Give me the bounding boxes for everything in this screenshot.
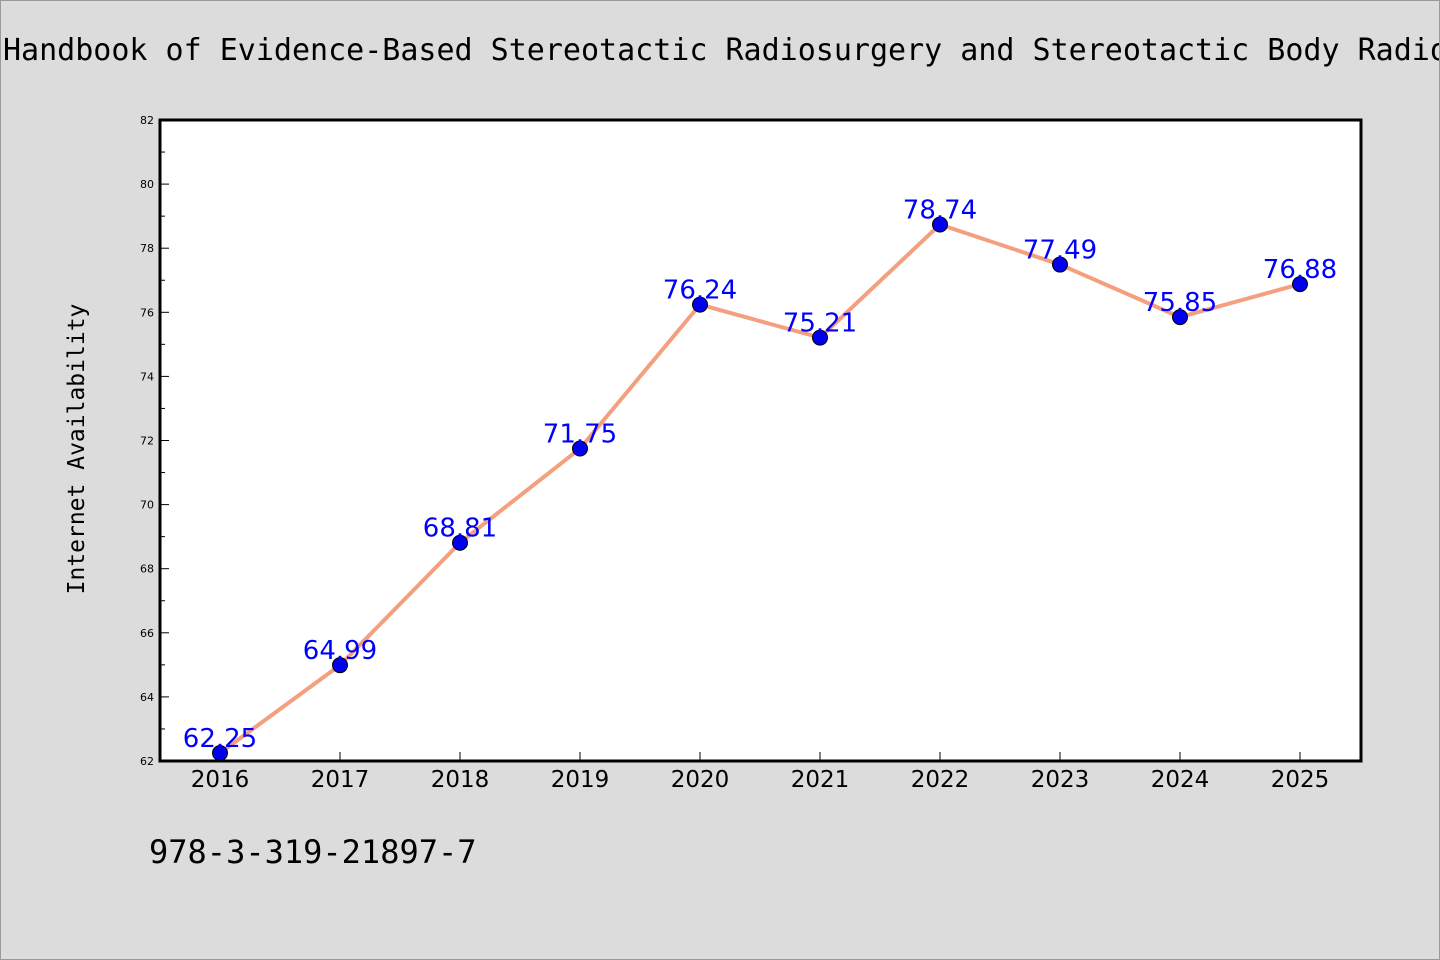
series-line (218, 222, 1302, 755)
data-label: 75.85 (1143, 288, 1217, 318)
x-tick-label: 2017 (311, 767, 370, 793)
x-tick-label: 2023 (1031, 767, 1090, 793)
y-tick-label: 76 (140, 306, 154, 319)
y-tick-label: 80 (140, 178, 154, 191)
isbn-label: 978-3-319-21897-7 (149, 833, 477, 871)
y-tick-label: 66 (140, 627, 154, 640)
y-tick-label: 64 (140, 691, 154, 704)
data-point (812, 329, 828, 346)
data-label: 71.75 (543, 420, 617, 450)
y-tick-label: 72 (140, 435, 154, 448)
plot-area (158, 118, 1363, 763)
data-point (212, 744, 228, 761)
data-point (332, 657, 348, 674)
x-tick-label: 2018 (431, 767, 490, 793)
x-tick-label: 2022 (911, 767, 970, 793)
x-tick-label: 2020 (671, 767, 730, 793)
x-tick-label: 2016 (191, 767, 250, 793)
data-point (1172, 309, 1188, 326)
data-point (692, 296, 708, 313)
y-tick-label: 68 (140, 563, 154, 576)
x-tick-label: 2019 (551, 767, 610, 793)
data-label: 77.49 (1023, 236, 1097, 266)
data-point (452, 534, 468, 551)
chart-title: Handbook of Evidence-Based Stereotactic … (3, 33, 1440, 68)
y-tick-label: 82 (140, 114, 154, 127)
y-tick-label: 70 (140, 499, 154, 512)
x-tick-label: 2021 (791, 767, 850, 793)
data-point (932, 216, 948, 233)
data-label: 68.81 (423, 514, 497, 544)
data-label: 75.21 (783, 309, 857, 339)
y-tick-label: 62 (140, 755, 154, 768)
data-point (572, 440, 588, 457)
data-label: 64.99 (303, 636, 377, 666)
data-label: 76.24 (663, 276, 737, 306)
data-label: 62.25 (183, 724, 257, 754)
data-point (1052, 256, 1068, 273)
data-label: 78.74 (903, 195, 977, 225)
y-tick-label: 78 (140, 242, 154, 255)
data-point (1292, 276, 1308, 293)
y-tick-label: 74 (140, 370, 154, 383)
x-tick-label: 2025 (1271, 767, 1330, 793)
data-label: 76.88 (1263, 255, 1337, 285)
x-tick-label: 2024 (1151, 767, 1210, 793)
